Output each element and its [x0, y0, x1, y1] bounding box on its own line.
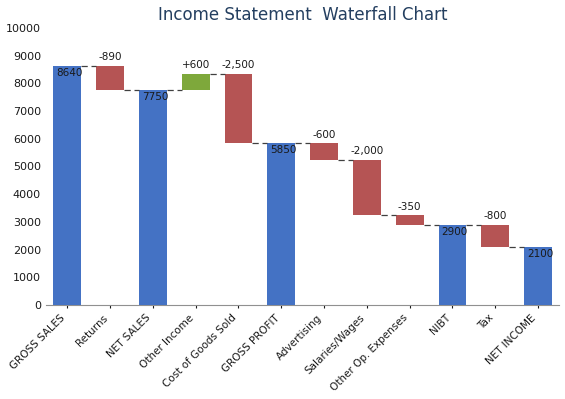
- Bar: [182, 74, 210, 90]
- Text: -890: -890: [98, 52, 122, 62]
- Text: -2,000: -2,000: [350, 146, 384, 156]
- Text: 5850: 5850: [270, 145, 297, 155]
- Bar: [353, 160, 381, 215]
- Bar: [310, 143, 338, 160]
- Text: -350: -350: [398, 201, 421, 212]
- Bar: [139, 90, 167, 305]
- Text: 2900: 2900: [441, 227, 468, 237]
- Text: -600: -600: [312, 130, 336, 140]
- Title: Income Statement  Waterfall Chart: Income Statement Waterfall Chart: [158, 6, 447, 24]
- Bar: [224, 74, 253, 143]
- Bar: [396, 215, 424, 225]
- Bar: [96, 65, 124, 90]
- Bar: [481, 225, 509, 247]
- Bar: [54, 65, 81, 305]
- Bar: [524, 247, 552, 305]
- Text: 2100: 2100: [527, 249, 553, 259]
- Text: -2,500: -2,500: [222, 60, 255, 70]
- Bar: [267, 143, 295, 305]
- Text: +600: +600: [181, 60, 210, 70]
- Text: -800: -800: [484, 211, 507, 221]
- Bar: [438, 225, 466, 305]
- Text: 8640: 8640: [56, 68, 82, 78]
- Text: 7750: 7750: [142, 93, 168, 103]
